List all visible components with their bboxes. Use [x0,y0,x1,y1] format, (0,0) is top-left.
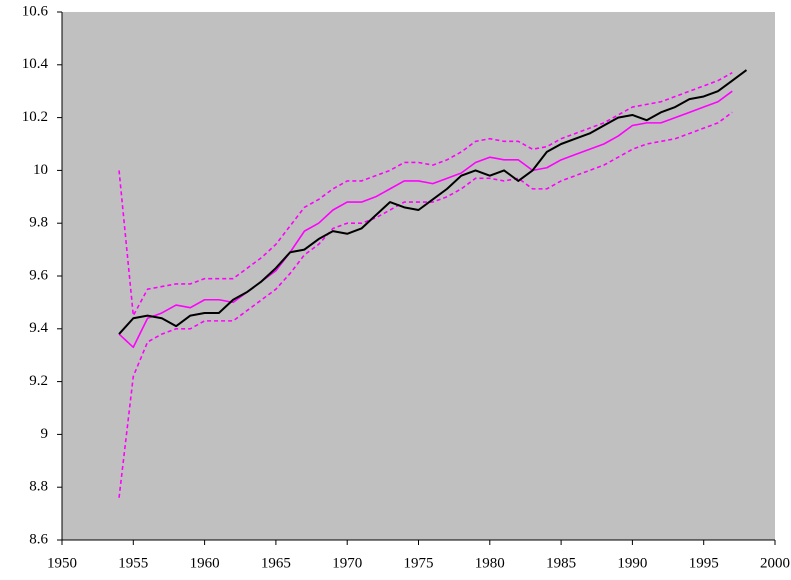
y-tick-label: 10 [33,162,48,178]
x-tick-label: 1965 [261,555,291,571]
x-tick-label: 1995 [689,555,719,571]
y-tick-label: 9.6 [29,267,48,283]
plot-area [62,12,775,540]
x-tick-label: 1985 [546,555,576,571]
y-tick-label: 9 [41,426,49,442]
y-tick-label: 9.8 [29,215,48,231]
y-tick-label: 8.6 [29,531,48,547]
y-tick-label: 9.2 [29,373,48,389]
x-tick-label: 1970 [332,555,362,571]
series-line [118,111,733,498]
series-line [118,90,733,349]
y-tick-label: 9.4 [29,320,48,336]
x-tick-label: 1960 [190,555,220,571]
x-tick-label: 1990 [617,555,647,571]
x-tick-label: 1955 [118,555,148,571]
series-line [118,72,733,317]
y-tick-label: 8.8 [29,479,48,495]
x-tick-label: 1950 [47,555,77,571]
y-tick-label: 10.4 [22,56,49,72]
x-tick-label: 1975 [404,555,434,571]
x-tick-label: 2000 [760,555,790,571]
x-tick-label: 1980 [475,555,505,571]
series-line [118,69,748,335]
y-tick-label: 10.6 [22,3,49,19]
y-tick-label: 10.2 [22,109,48,125]
